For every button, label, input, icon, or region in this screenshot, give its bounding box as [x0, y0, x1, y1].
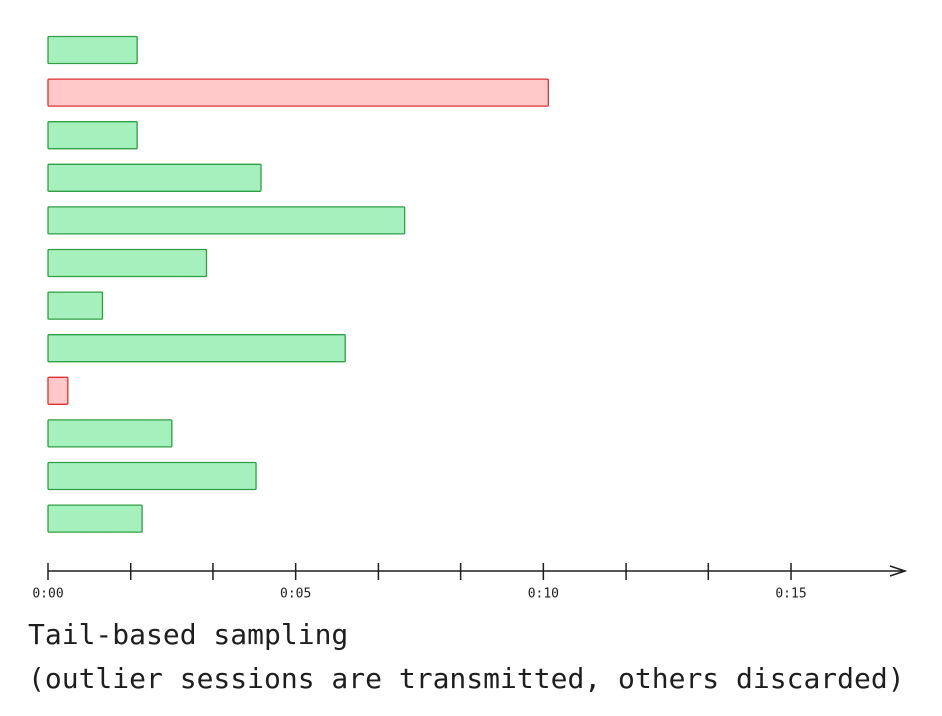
bar — [47, 121, 138, 150]
bar — [47, 248, 208, 278]
x-tick-label: 0:05 — [280, 587, 311, 602]
bar — [47, 334, 346, 363]
x-tick-label: 0:15 — [775, 587, 806, 602]
bar — [47, 78, 549, 107]
chart-title: Tail-based sampling — [28, 618, 348, 651]
axis-arrow — [889, 565, 908, 577]
bar — [47, 35, 138, 65]
x-tick-label: 0:10 — [528, 587, 559, 602]
bar — [47, 504, 143, 533]
x-tick-label: 0:00 — [32, 587, 63, 602]
bar — [47, 376, 69, 405]
bar — [47, 206, 406, 235]
bar — [47, 419, 173, 448]
bar — [47, 461, 257, 491]
chart-subtitle: (outlier sessions are transmitted, other… — [28, 662, 905, 695]
bar — [47, 163, 262, 192]
bar — [47, 291, 104, 320]
